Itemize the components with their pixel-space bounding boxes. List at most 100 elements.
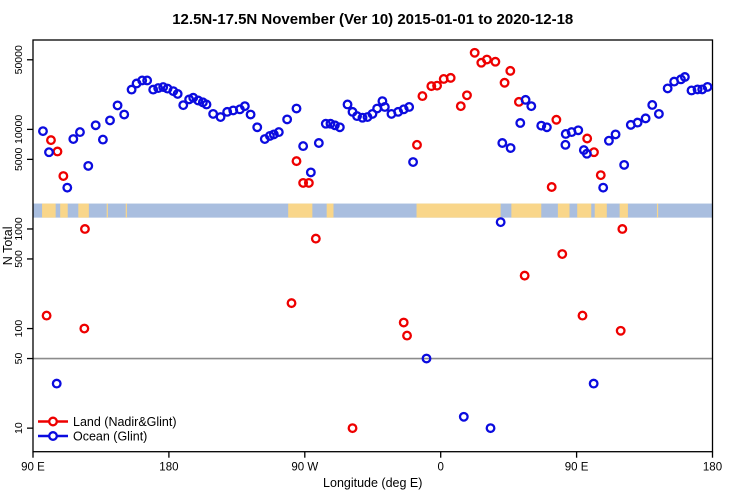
data-point	[298, 141, 309, 152]
data-point	[252, 122, 263, 133]
x-tick-label: 90 W	[291, 462, 318, 474]
x-axis-title: Longitude (deg E)	[323, 476, 422, 490]
data-point	[485, 423, 496, 434]
x-tick-label: 90 E	[21, 462, 45, 474]
data-point	[44, 147, 54, 158]
data-point	[268, 129, 279, 140]
data-point	[46, 135, 56, 146]
data-point	[286, 298, 297, 309]
data-point	[137, 75, 148, 86]
data-point	[445, 72, 456, 83]
data-point	[490, 56, 501, 67]
plot-frame	[32, 39, 714, 453]
data-point	[573, 125, 584, 136]
data-point	[541, 122, 552, 133]
data-point	[119, 109, 130, 120]
data-point	[408, 157, 419, 167]
data-point	[619, 159, 630, 170]
data-point	[692, 84, 703, 95]
data-point	[79, 224, 90, 234]
map-band-land	[577, 203, 592, 218]
data-point	[679, 72, 690, 82]
data-point	[329, 120, 340, 131]
data-point	[647, 99, 658, 110]
data-point	[640, 113, 651, 124]
data-point	[334, 122, 345, 133]
y-tick-label: 500	[13, 250, 25, 268]
y-axis-title: N Total	[1, 227, 15, 266]
data-point	[282, 114, 293, 125]
data-point	[153, 83, 164, 94]
data-point	[310, 233, 321, 244]
x-tick-label: 180	[703, 462, 722, 474]
latitude-map-band	[33, 203, 713, 218]
x-axis: 90 E 180 90 W 0 90 E 180	[21, 451, 722, 474]
data-point	[515, 118, 526, 128]
ocean-series	[38, 72, 713, 434]
legend: Land (Nadir&Glint)Ocean (Glint)	[38, 415, 177, 444]
map-band-land	[326, 203, 334, 218]
data-point	[519, 270, 530, 281]
data-point	[603, 135, 614, 146]
map-band-land	[60, 203, 68, 218]
data-point	[588, 378, 599, 389]
data-point	[245, 109, 256, 120]
data-point	[560, 139, 571, 150]
data-point	[432, 80, 443, 91]
map-band-land	[619, 203, 628, 218]
map-band-land	[557, 203, 570, 218]
y-tick-label: 50	[13, 353, 25, 365]
data-point	[126, 84, 137, 95]
data-point	[298, 177, 309, 188]
y-tick-label: 50000	[13, 45, 25, 74]
data-point	[595, 170, 606, 181]
map-band-land	[511, 203, 542, 218]
data-point	[526, 101, 537, 112]
chart-title: 12.5N-17.5N November (Ver 10) 2015-01-01…	[172, 11, 573, 28]
data-point	[58, 171, 69, 181]
data-point	[352, 111, 362, 122]
data-point	[421, 353, 432, 364]
legend-marker	[48, 431, 58, 441]
data-point	[702, 81, 713, 92]
data-point	[68, 134, 79, 144]
data-point	[291, 103, 302, 114]
data-point	[426, 81, 437, 92]
data-point	[581, 148, 592, 159]
data-point	[79, 323, 90, 334]
data-point	[379, 102, 390, 112]
data-point	[455, 101, 466, 112]
data-point	[417, 91, 428, 102]
data-point	[505, 65, 516, 76]
data-point	[201, 99, 212, 110]
data-point	[239, 101, 250, 112]
data-point	[617, 224, 628, 234]
data-point	[632, 117, 643, 128]
data-point	[577, 310, 588, 321]
data-point	[342, 99, 353, 110]
data-point	[686, 85, 697, 96]
data-point	[499, 77, 510, 88]
data-point	[551, 114, 562, 125]
data-point	[662, 83, 673, 94]
data-point	[357, 112, 368, 123]
map-band-land	[78, 203, 89, 218]
data-point	[172, 88, 183, 99]
data-point	[97, 134, 108, 145]
data-point	[653, 108, 664, 119]
data-point	[505, 143, 516, 153]
map-band-land	[656, 203, 659, 218]
map-band-land	[288, 203, 313, 218]
data-point	[347, 423, 358, 434]
x-tick-label: 0	[437, 462, 443, 474]
data-point	[313, 138, 324, 148]
y-tick-label: 10000	[13, 115, 25, 144]
data-point	[51, 378, 62, 389]
data-point	[546, 182, 557, 192]
data-point	[303, 177, 314, 188]
map-band-land	[106, 203, 108, 218]
data-point	[520, 94, 531, 105]
data-point	[469, 47, 480, 58]
data-point	[193, 95, 204, 106]
data-point	[610, 129, 621, 140]
